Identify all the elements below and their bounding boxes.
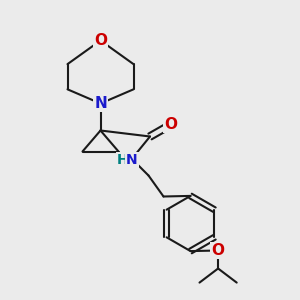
Text: O: O xyxy=(94,33,107,48)
Text: N: N xyxy=(126,154,138,167)
Text: O: O xyxy=(164,117,178,132)
Text: O: O xyxy=(212,243,225,258)
Text: N: N xyxy=(94,96,107,111)
Text: H: H xyxy=(117,154,129,167)
